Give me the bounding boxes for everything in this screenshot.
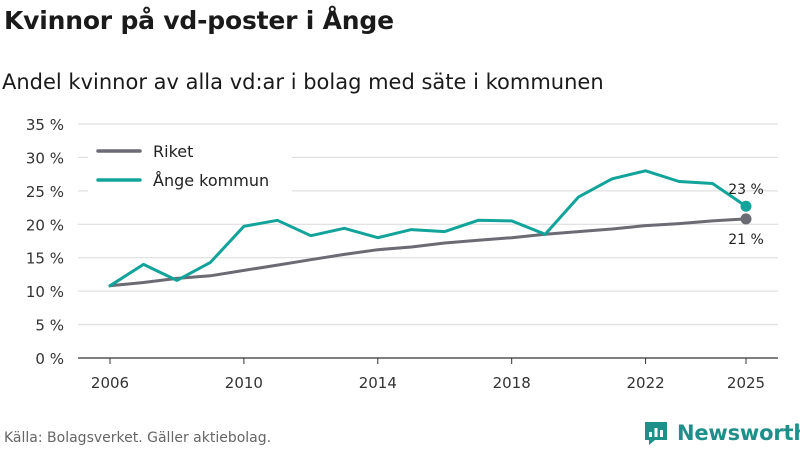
chart-subtitle: Andel kvinnor av alla vd:ar i bolag med … bbox=[2, 70, 604, 94]
endpoint-marker--nge-kommun bbox=[740, 200, 752, 212]
x-tick-label: 2022 bbox=[626, 374, 664, 392]
y-tick-label: 25 % bbox=[26, 183, 64, 201]
x-tick-label: 2025 bbox=[727, 374, 765, 392]
y-tick-label: 5 % bbox=[35, 317, 64, 335]
legend-box bbox=[88, 136, 292, 196]
brand-name: Newsworthy bbox=[677, 421, 800, 445]
legend-label: Riket bbox=[153, 142, 193, 161]
x-tick-label: 2018 bbox=[493, 374, 531, 392]
y-tick-label: 20 % bbox=[26, 216, 64, 234]
end-label-riket: 21 % bbox=[728, 232, 764, 248]
source-note: Källa: Bolagsverket. Gäller aktiebolag. bbox=[4, 430, 272, 446]
line-chart: 0 % 5 % 10 % 15 % 20 % 25 % 30 % 35 % 2006 2010 20… bbox=[26, 116, 778, 392]
newsworthy-logo: Newsworthy bbox=[643, 420, 800, 446]
newsworthy-logo-icon bbox=[645, 422, 667, 445]
y-tick-label: 0 % bbox=[35, 350, 64, 368]
series-line--nge-kommun bbox=[108, 169, 748, 288]
x-tick-label: 2010 bbox=[225, 374, 263, 392]
y-tick-label: 15 % bbox=[26, 250, 64, 268]
x-tick-label: 2014 bbox=[359, 374, 397, 392]
end-label--nge-kommun: 23 % bbox=[728, 182, 764, 198]
x-tick-label: 2006 bbox=[91, 374, 129, 392]
endpoint-marker-riket bbox=[740, 213, 752, 225]
y-tick-label: 10 % bbox=[26, 283, 64, 301]
y-tick-label: 35 % bbox=[26, 116, 64, 134]
y-tick-label: 30 % bbox=[26, 149, 64, 167]
chart-title: Kvinnor på vd-poster i Ånge bbox=[4, 6, 394, 35]
series-line-riket bbox=[108, 217, 748, 288]
legend-label: Ånge kommun bbox=[153, 171, 269, 190]
